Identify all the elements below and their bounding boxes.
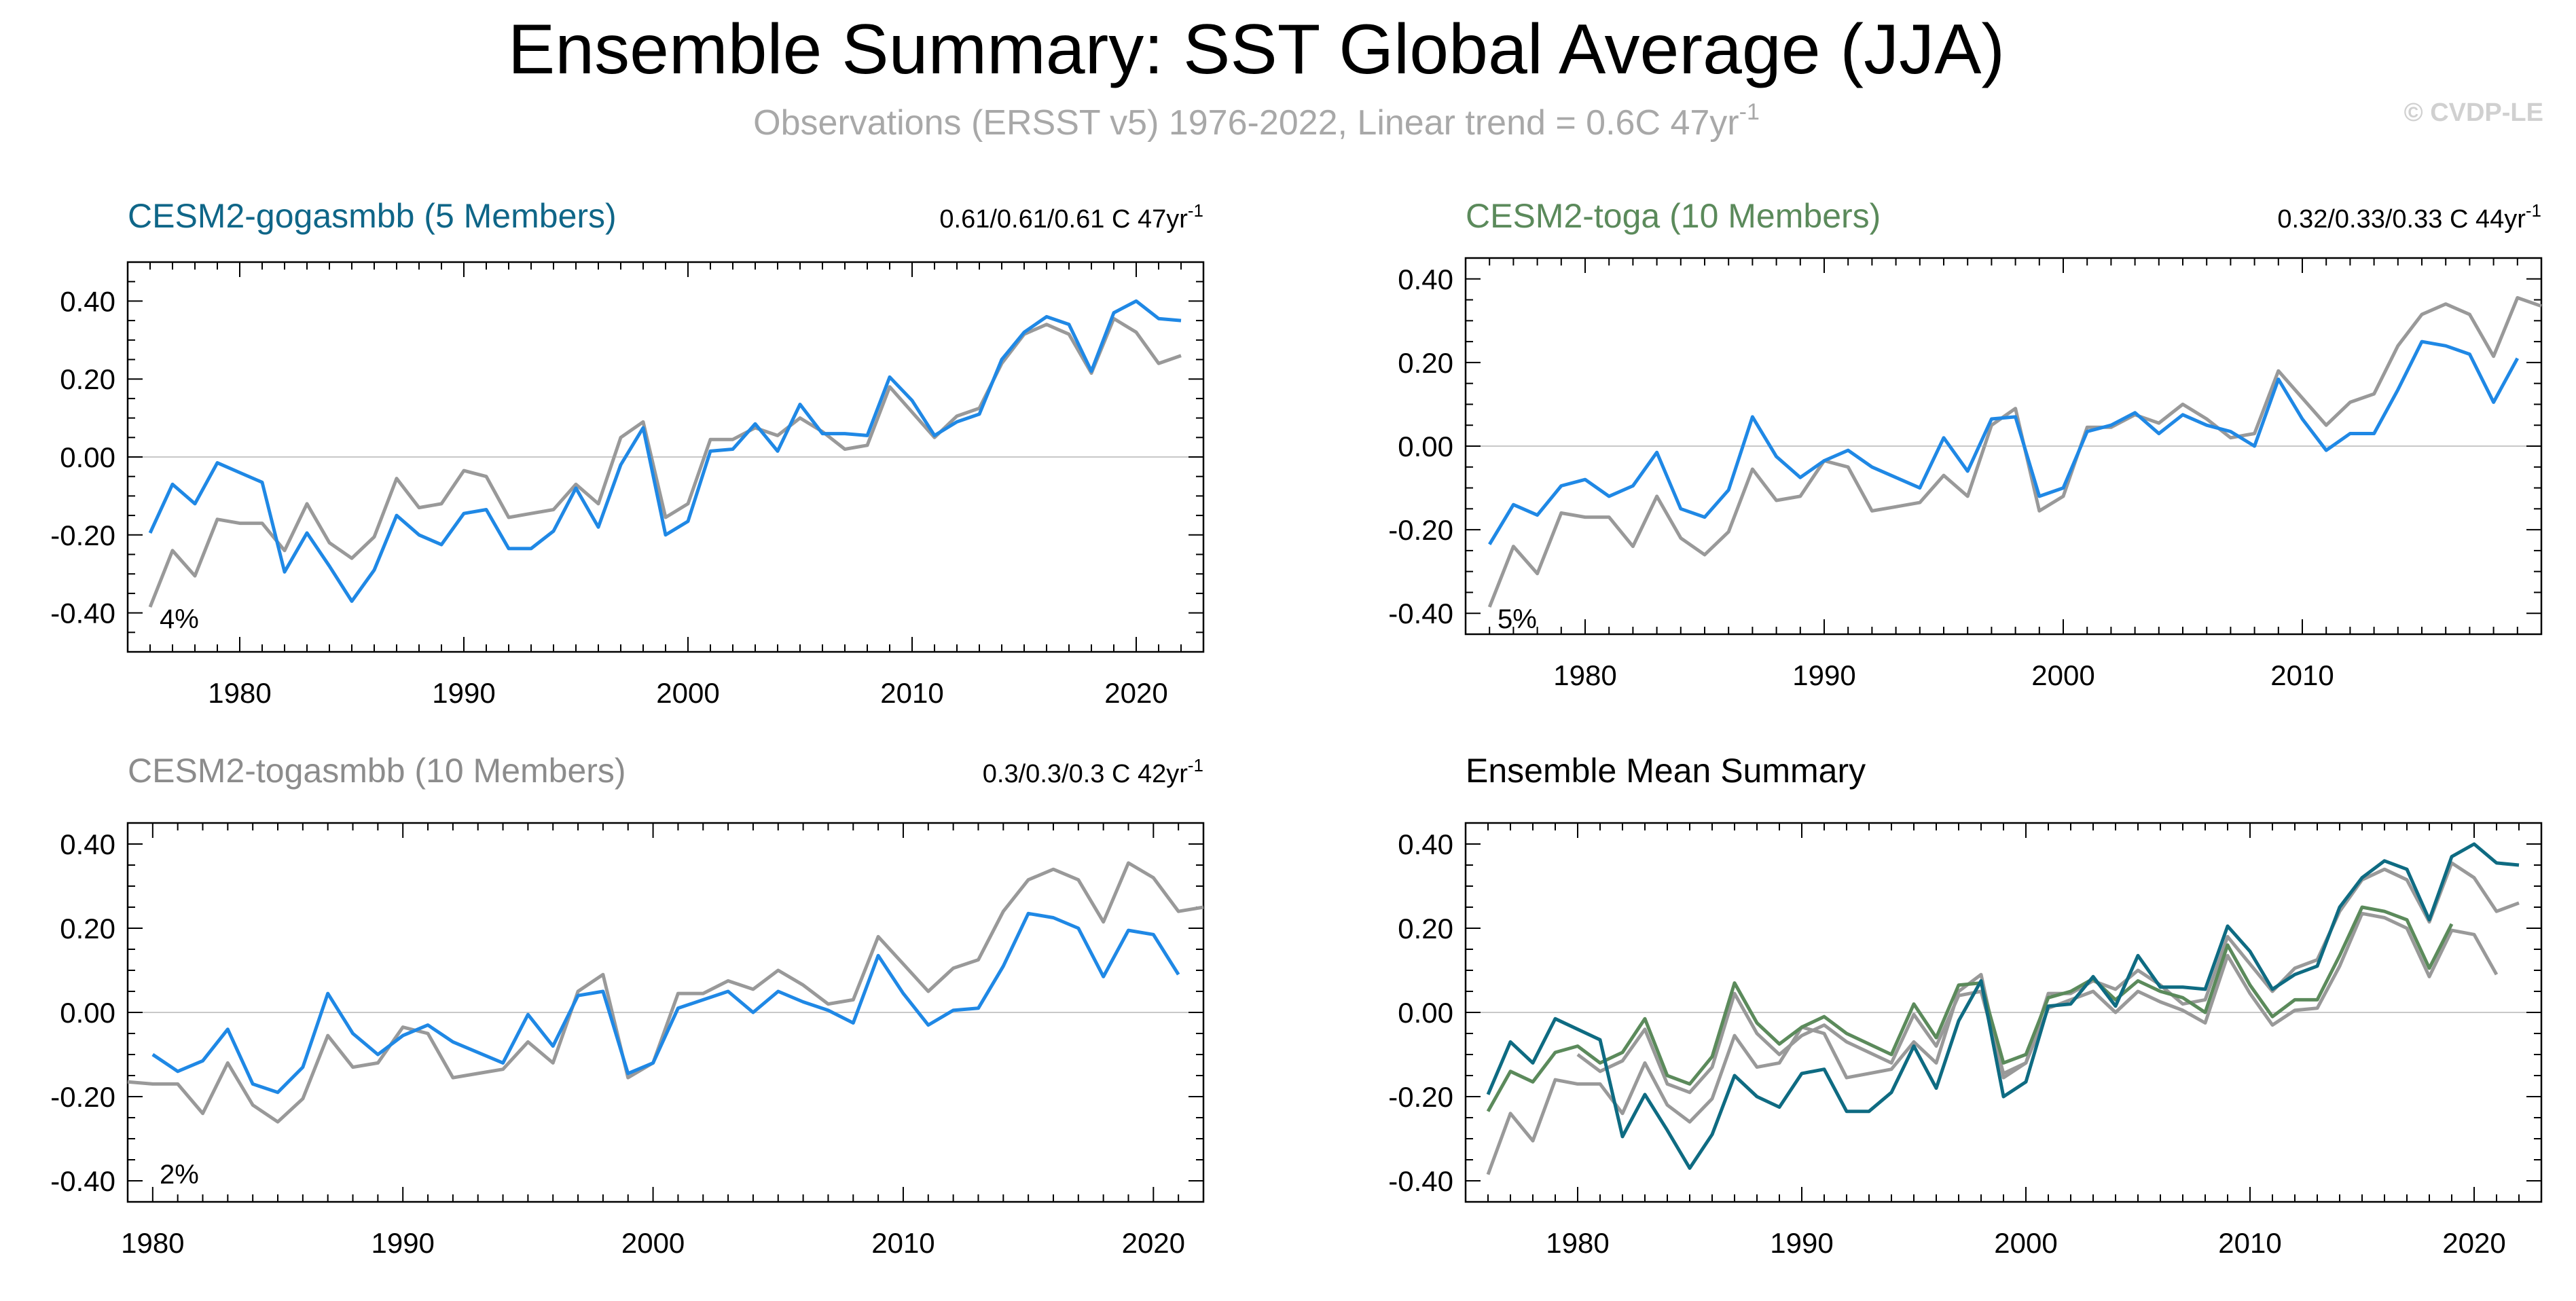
x-tick-label: 1980	[1546, 1227, 1609, 1259]
series-line-gogasmbb	[1486, 842, 2520, 1170]
x-tick-label: 2010	[871, 1227, 935, 1259]
x-tick-label: 2000	[2031, 659, 2094, 691]
y-tick-label: 0.40	[60, 828, 115, 860]
x-tick-label: 2010	[2218, 1227, 2281, 1259]
panel-title: CESM2-togasmbb (10 Members)	[128, 752, 626, 790]
series-line-ens	[1488, 340, 2519, 545]
trend-text: 0.61/0.61/0.61 C 47yr	[939, 205, 1188, 234]
panel-title: Ensemble Mean Summary	[1466, 752, 1866, 790]
series-line-obs	[127, 861, 1204, 1124]
x-tick-label: 1990	[1770, 1227, 1833, 1259]
trend-sup: -1	[1188, 755, 1203, 775]
series-line-ens	[151, 911, 1180, 1095]
panel-title: CESM2-toga (10 Members)	[1466, 197, 1881, 235]
x-tick-label: 1990	[371, 1227, 434, 1259]
figure-title: Ensemble Summary: SST Global Average (JJ…	[508, 10, 2005, 89]
y-tick-label: 0.20	[1398, 913, 1453, 945]
y-tick-label: -0.40	[50, 598, 115, 629]
series-line-ens	[148, 299, 1182, 603]
panels: CESM2-gogasmbb (5 Members) 0.61/0.61/0.61…	[50, 197, 2543, 1259]
y-tick-label: 0.20	[1398, 347, 1453, 379]
series-line-obs	[148, 316, 1182, 608]
trend-label: 0.32/0.33/0.33 C 44yr-1	[2277, 200, 2541, 234]
panel-1: CESM2-gogasmbb (5 Members) 0.61/0.61/0.61…	[50, 197, 1205, 709]
pct-label: 4%	[160, 604, 199, 634]
trend-label: 0.3/0.3/0.3 C 42yr-1	[983, 755, 1203, 788]
watermark: © CVDP-LE	[2404, 98, 2543, 127]
x-tick-label: 2000	[1994, 1227, 2057, 1259]
trend-sup: -1	[2526, 200, 2541, 221]
y-tick-label: -0.20	[50, 1081, 115, 1113]
pct-label: 2%	[160, 1160, 199, 1190]
x-tick-label: 2000	[656, 677, 719, 709]
y-tick-label: 0.40	[1398, 828, 1453, 860]
x-tick-label: 2020	[2442, 1227, 2505, 1259]
y-tick-label: -0.40	[50, 1165, 115, 1197]
y-tick-label: 0.20	[60, 363, 115, 395]
y-tick-label: -0.40	[1388, 598, 1453, 629]
y-tick-label: 0.00	[1398, 997, 1453, 1029]
x-tick-label: 2020	[1122, 1227, 1185, 1259]
y-tick-label: -0.20	[1388, 1081, 1453, 1113]
y-tick-label: -0.20	[1388, 514, 1453, 546]
trend-text: 0.3/0.3/0.3 C 42yr	[983, 760, 1188, 788]
x-tick-label: 1990	[1792, 659, 1855, 691]
x-tick-label: 2000	[621, 1227, 685, 1259]
trend-sup: -1	[1188, 200, 1203, 221]
subtitle-text: Observations (ERSST v5) 1976-2022, Linea…	[753, 103, 1739, 143]
series-line-obs	[1486, 861, 2520, 1175]
y-tick-label: 0.00	[60, 997, 115, 1029]
series-line-toga	[1486, 905, 2454, 1112]
y-tick-label: -0.40	[1388, 1165, 1453, 1197]
figure-subtitle: Observations (ERSST v5) 1976-2022, Linea…	[753, 99, 1760, 143]
y-tick-label: 0.00	[60, 441, 115, 473]
y-tick-label: 0.00	[1398, 430, 1453, 462]
trend-label: 0.61/0.61/0.61 C 47yr-1	[939, 200, 1203, 234]
x-tick-label: 2010	[880, 677, 943, 709]
pct-label: 5%	[1498, 604, 1537, 634]
trend-text: 0.32/0.33/0.33 C 44yr	[2277, 205, 2526, 234]
panel-4: Ensemble Mean Summary 1980 1990 2000 2010 202…	[1388, 752, 2543, 1259]
series-line-togasmbb	[1576, 911, 2499, 1095]
series-line-obs	[1487, 296, 2542, 608]
subtitle-sup: -1	[1739, 99, 1760, 125]
y-tick-label: 0.40	[60, 285, 115, 317]
y-tick-label: -0.20	[50, 519, 115, 551]
y-tick-label: 0.20	[60, 913, 115, 945]
panel-3: CESM2-togasmbb (10 Members) 0.3/0.3/0.3 C…	[50, 752, 1205, 1259]
x-tick-label: 2010	[2270, 659, 2334, 691]
x-tick-label: 2020	[1104, 677, 1167, 709]
x-tick-label: 1990	[432, 677, 495, 709]
y-tick-label: 0.40	[1398, 263, 1453, 295]
panel-title: CESM2-gogasmbb (5 Members)	[128, 197, 617, 235]
panel-2: CESM2-toga (10 Members) 0.32/0.33/0.33 C …	[1388, 197, 2543, 691]
x-tick-label: 1980	[208, 677, 271, 709]
x-tick-label: 1980	[1553, 659, 1616, 691]
x-tick-label: 1980	[121, 1227, 184, 1259]
